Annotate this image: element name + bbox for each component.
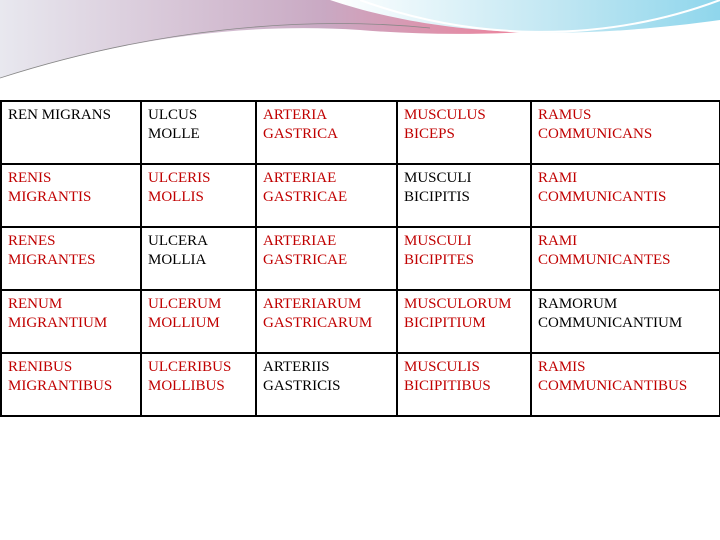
cell-text: ULCERUM bbox=[148, 296, 222, 312]
cell-text: GASTRICAE bbox=[263, 189, 348, 205]
table-cell: RAMI COMMUNICANTES bbox=[530, 226, 720, 291]
table-cell: MUSCULORUM BICIPITIUM bbox=[396, 289, 532, 354]
cell-text: COMMUNICANTES bbox=[538, 252, 671, 268]
cell-text: MUSCULI bbox=[404, 233, 472, 249]
cell-text: ULCERIBUS bbox=[148, 359, 232, 375]
table-cell: REN MIGRANS bbox=[0, 100, 142, 165]
table-cell: RAMUS COMMUNICANS bbox=[530, 100, 720, 165]
cell-text: RAMI bbox=[538, 170, 578, 186]
cell-text: MIGRANTIUM bbox=[8, 315, 108, 331]
table-cell: RAMORUM COMMUNICANTIUM bbox=[530, 289, 720, 354]
table-row: RENES MIGRANTES ULCERA MOLLIA ARTERIAE GASTRI… bbox=[0, 226, 720, 291]
cell-text: COMMUNICANTIBUS bbox=[538, 378, 688, 394]
cell-text: MOLLIUM bbox=[148, 315, 220, 331]
table-cell: MUSCULI BICIPITES bbox=[396, 226, 532, 291]
cell-text: ULCERA bbox=[148, 233, 208, 249]
table-cell: ARTERIA GASTRICA bbox=[255, 100, 398, 165]
cell-text: GASTRICA bbox=[263, 126, 339, 142]
cell-text: RAMI bbox=[538, 233, 578, 249]
cell-text: MUSCULIS bbox=[404, 359, 480, 375]
table-cell: RENIS MIGRANTIS bbox=[0, 163, 142, 228]
table-cell: ARTERIAE GASTRICAE bbox=[255, 226, 398, 291]
cell-text: COMMUNICANTIS bbox=[538, 189, 667, 205]
cell-text: MUSCULUS bbox=[404, 107, 486, 123]
table-cell: ULCERIS MOLLIS bbox=[140, 163, 257, 228]
cell-text: ARTERIAE bbox=[263, 233, 337, 249]
cell-text: RAMIS bbox=[538, 359, 586, 375]
table-cell: ULCERA MOLLIA bbox=[140, 226, 257, 291]
cell-text: COMMUNICANS bbox=[538, 126, 653, 142]
table-cell: ARTERIIS GASTRICIS bbox=[255, 352, 398, 417]
table-row: RENIBUS MIGRANTIBUS ULCERIBUS MOLLIBUS ARTER… bbox=[0, 352, 720, 417]
table-cell: MUSCULI BICIPITIS bbox=[396, 163, 532, 228]
cell-text: RENIS bbox=[8, 170, 52, 186]
table-cell: ARTERIAE GASTRICAE bbox=[255, 163, 398, 228]
table-row: RENIS MIGRANTIS ULCERIS MOLLIS ARTERIAE GASTR… bbox=[0, 163, 720, 228]
table-cell: ARTERIARUM GASTRICARUM bbox=[255, 289, 398, 354]
cell-text: MOLLE bbox=[148, 126, 200, 142]
cell-text: MOLLIBUS bbox=[148, 378, 225, 394]
cell-text: ULCUS bbox=[148, 107, 198, 123]
cell-text: BICIPITES bbox=[404, 252, 475, 268]
table-row: RENUM MIGRANTIUM ULCERUM MOLLIUM ARTERIARUM G… bbox=[0, 289, 720, 354]
cell-text: ULCERIS bbox=[148, 170, 211, 186]
table-cell: MUSCULUS BICEPS bbox=[396, 100, 532, 165]
table-cell: MUSCULIS BICIPITIBUS bbox=[396, 352, 532, 417]
cell-text: GASTRICAE bbox=[263, 252, 348, 268]
header-decoration bbox=[0, 0, 720, 79]
cell-text: MIGRANTIS bbox=[8, 189, 92, 205]
cell-text: RAMUS bbox=[538, 107, 592, 123]
cell-text: MOLLIS bbox=[148, 189, 204, 205]
cell-text: RENES bbox=[8, 233, 56, 249]
cell-text: BICIPITIBUS bbox=[404, 378, 491, 394]
cell-text: GASTRICIS bbox=[263, 378, 341, 394]
cell-text: BICIPITIUM bbox=[404, 315, 486, 331]
cell-text: ARTERIIS bbox=[263, 359, 330, 375]
cell-text: MOLLIA bbox=[148, 252, 207, 268]
table-cell: ULCERUM MOLLIUM bbox=[140, 289, 257, 354]
table-cell: RAMIS COMMUNICANTIBUS bbox=[530, 352, 720, 417]
cell-text: MUSCULI bbox=[404, 170, 472, 186]
cell-text: BICEPS bbox=[404, 126, 455, 142]
cell-text: MIGRANTIBUS bbox=[8, 378, 113, 394]
cell-text: ARTERIA bbox=[263, 107, 328, 123]
table-cell: ULCERIBUS MOLLIBUS bbox=[140, 352, 257, 417]
cell-text: BICIPITIS bbox=[404, 189, 470, 205]
table-cell: RENES MIGRANTES bbox=[0, 226, 142, 291]
cell-text: RENUM bbox=[8, 296, 63, 312]
cell-text: ARTERIAE bbox=[263, 170, 337, 186]
table-cell: RENUM MIGRANTIUM bbox=[0, 289, 142, 354]
table-cell: ULCUS MOLLE bbox=[140, 100, 257, 165]
cell-text: GASTRICARUM bbox=[263, 315, 373, 331]
cell-text: ARTERIARUM bbox=[263, 296, 362, 312]
table-row: REN MIGRANS ULCUS MOLLE ARTERIA GASTRICA MUSC… bbox=[0, 100, 720, 165]
declension-table: REN MIGRANS ULCUS MOLLE ARTERIA GASTRICA MUSC… bbox=[0, 100, 720, 417]
table-cell: RAMI COMMUNICANTIS bbox=[530, 163, 720, 228]
table-cell: RENIBUS MIGRANTIBUS bbox=[0, 352, 142, 417]
cell-text: RENIBUS bbox=[8, 359, 73, 375]
cell-text: MUSCULORUM bbox=[404, 296, 512, 312]
cell-text: RAMORUM bbox=[538, 296, 618, 312]
cell-text: REN MIGRANS bbox=[8, 107, 111, 123]
cell-text: MIGRANTES bbox=[8, 252, 96, 268]
cell-text: COMMUNICANTIUM bbox=[538, 315, 683, 331]
